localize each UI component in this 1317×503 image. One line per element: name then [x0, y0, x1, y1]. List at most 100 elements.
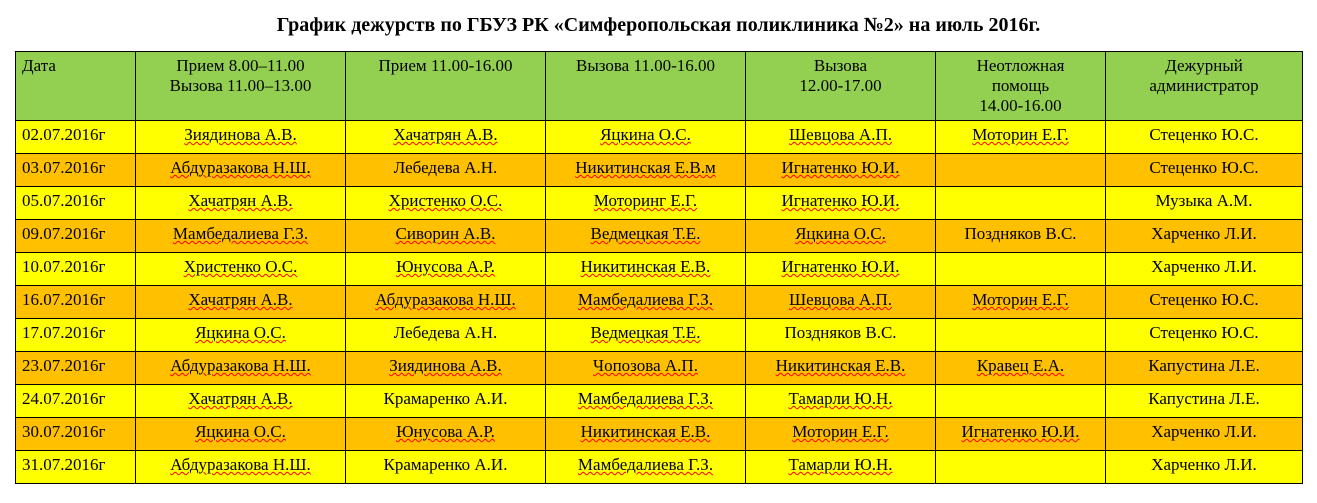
date-cell: 05.07.2016г: [16, 187, 136, 220]
name-text: Хачатрян А.В.: [188, 389, 292, 408]
name-text: Игнатенко Ю.И.: [782, 257, 900, 276]
name-text: Юнусова А.Р.: [396, 422, 495, 441]
name-text: Тамарли Ю.Н.: [788, 455, 892, 474]
column-header-line: Вызова 11.00–13.00: [142, 76, 339, 96]
column-header-line: Вызова: [752, 56, 929, 76]
name-text: Харченко Л.И.: [1151, 455, 1257, 474]
name-text: Христенко О.С.: [184, 257, 298, 276]
name-cell: Мамбедалиева Г.З.: [546, 286, 746, 319]
name-text: Игнатенко Ю.И.: [782, 191, 900, 210]
name-text: Поздняков В.С.: [784, 323, 896, 342]
date-text: 03.07.2016г: [22, 158, 105, 177]
name-cell: Харченко Л.И.: [1106, 253, 1303, 286]
name-cell: Абдуразакова Н.Ш.: [136, 451, 346, 484]
name-text: Игнатенко Ю.И.: [782, 158, 900, 177]
name-text: Абдуразакова Н.Ш.: [170, 158, 311, 177]
table-row: 30.07.2016гЯцкина О.С.Юнусова А.Р.Никити…: [16, 418, 1303, 451]
name-cell: Лебедева А.Н.: [346, 319, 546, 352]
name-cell: [936, 154, 1106, 187]
name-cell: Поздняков В.С.: [746, 319, 936, 352]
name-cell: Моторинг Е.Г.: [546, 187, 746, 220]
name-text: Чопозова А.П.: [593, 356, 698, 375]
name-text: Яцкина О.С.: [795, 224, 886, 243]
name-cell: Стеценко Ю.С.: [1106, 121, 1303, 154]
table-row: 23.07.2016г Абдуразакова Н.Ш. Зиядинова А.…: [16, 352, 1303, 385]
name-cell: Тамарли Ю.Н.: [746, 451, 936, 484]
name-cell: Мамбедалиева Г.З.: [546, 385, 746, 418]
column-header-line: 12.00-17.00: [752, 76, 929, 96]
name-cell: Абдуразакова Н.Ш.: [136, 154, 346, 187]
name-text: Моторин Е.Г.: [972, 125, 1068, 144]
column-header-line: помощь: [942, 76, 1099, 96]
name-text: Харченко Л.И.: [1151, 257, 1257, 276]
name-cell: Игнатенко Ю.И.: [746, 154, 936, 187]
name-text: Хачатрян А.В.: [393, 125, 497, 144]
name-text: Моторин Е.Г.: [792, 422, 888, 441]
name-cell: Хачатрян А.В.: [136, 286, 346, 319]
name-cell: Ведмецкая Т.Е.: [546, 220, 746, 253]
name-text: Лебедева А.Н.: [394, 158, 498, 177]
name-cell: Капустина Л.Е.: [1106, 385, 1303, 418]
name-text: Игнатенко Ю.И.: [962, 422, 1080, 441]
name-cell: Сиворин А.В.: [346, 220, 546, 253]
date-cell: 03.07.2016г: [16, 154, 136, 187]
name-cell: Никитинская Е.В.: [546, 253, 746, 286]
column-header-date: Дата: [16, 52, 136, 121]
name-cell: Зиядинова А.В.: [346, 352, 546, 385]
name-text: Абдуразакова Н.Ш.: [375, 290, 516, 309]
name-text: Зиядинова А.В.: [389, 356, 502, 375]
date-cell: 16.07.2016г: [16, 286, 136, 319]
name-cell: Моторин Е.Г.: [936, 286, 1106, 319]
date-cell: 24.07.2016г: [16, 385, 136, 418]
date-cell: 10.07.2016г: [16, 253, 136, 286]
column-header-line: Неотложная: [942, 56, 1099, 76]
date-cell: 02.07.2016г: [16, 121, 136, 154]
column-header-line: Дежурный: [1112, 56, 1296, 76]
name-cell: Никитинская Е.В.: [746, 352, 936, 385]
date-cell: 31.07.2016г: [16, 451, 136, 484]
table-row: 05.07.2016гХачатрян А.В.Христенко О.С.Мо…: [16, 187, 1303, 220]
name-text: Никитинская Е.В.: [581, 257, 711, 276]
name-cell: Юнусова А.Р.: [346, 418, 546, 451]
table-row: 16.07.2016гХачатрян А.В. Абдуразакова Н.Ш…: [16, 286, 1303, 319]
name-cell: Музыка А.М.: [1106, 187, 1303, 220]
name-cell: Моторин Е.Г.: [936, 121, 1106, 154]
name-cell: Харченко Л.И.: [1106, 451, 1303, 484]
name-cell: Хачатрян А.В.: [136, 187, 346, 220]
name-cell: Моторин Е.Г.: [746, 418, 936, 451]
name-text: Капустина Л.Е.: [1148, 356, 1259, 375]
name-text: Мамбедалиева Г.З.: [578, 389, 713, 408]
name-text: Харченко Л.И.: [1151, 422, 1257, 441]
name-cell: Тамарли Ю.Н.: [746, 385, 936, 418]
name-text: Яцкина О.С.: [195, 323, 286, 342]
name-text: Абдуразакова Н.Ш.: [170, 356, 311, 375]
table-body: 02.07.2016г Зиядинова А.В. Хачатрян А.В. Яц…: [16, 121, 1303, 484]
name-cell: Яцкина О.С.: [136, 418, 346, 451]
name-cell: Яцкина О.С.: [746, 220, 936, 253]
name-cell: [936, 385, 1106, 418]
name-cell: Крамаренко А.И.: [346, 451, 546, 484]
name-cell: Крамаренко А.И.: [346, 385, 546, 418]
name-text: Лебедева А.Н.: [394, 323, 498, 342]
name-cell: Зиядинова А.В.: [136, 121, 346, 154]
name-cell: Чопозова А.П.: [546, 352, 746, 385]
name-cell: Поздняков В.С.: [936, 220, 1106, 253]
date-text: 02.07.2016г: [22, 125, 105, 144]
date-text: 10.07.2016г: [22, 257, 105, 276]
name-text: Крамаренко А.И.: [384, 389, 508, 408]
name-cell: Христенко О.С.: [136, 253, 346, 286]
table-header: ДатаПрием 8.00–11.00Вызова 11.00–13.00Пр…: [16, 52, 1303, 121]
name-text: Хачатрян А.В.: [188, 191, 292, 210]
date-text: 23.07.2016г: [22, 356, 105, 375]
duty-schedule-table: ДатаПрием 8.00–11.00Вызова 11.00–13.00Пр…: [15, 51, 1303, 484]
name-text: Мамбедалиева Г.З.: [578, 455, 713, 474]
name-text: Зиядинова А.В.: [184, 125, 297, 144]
name-cell: Шевцова А.П.: [746, 121, 936, 154]
column-header-line: Дата: [22, 56, 129, 76]
page-title: График дежурств по ГБУЗ РК «Симферопольс…: [15, 14, 1302, 37]
name-text: Стеценко Ю.С.: [1149, 125, 1258, 144]
name-text: Стеценко Ю.С.: [1149, 290, 1258, 309]
column-header-c3: Вызова 11.00-16.00: [546, 52, 746, 121]
date-text: 31.07.2016г: [22, 455, 105, 474]
name-text: Мамбедалиева Г.З.: [578, 290, 713, 309]
